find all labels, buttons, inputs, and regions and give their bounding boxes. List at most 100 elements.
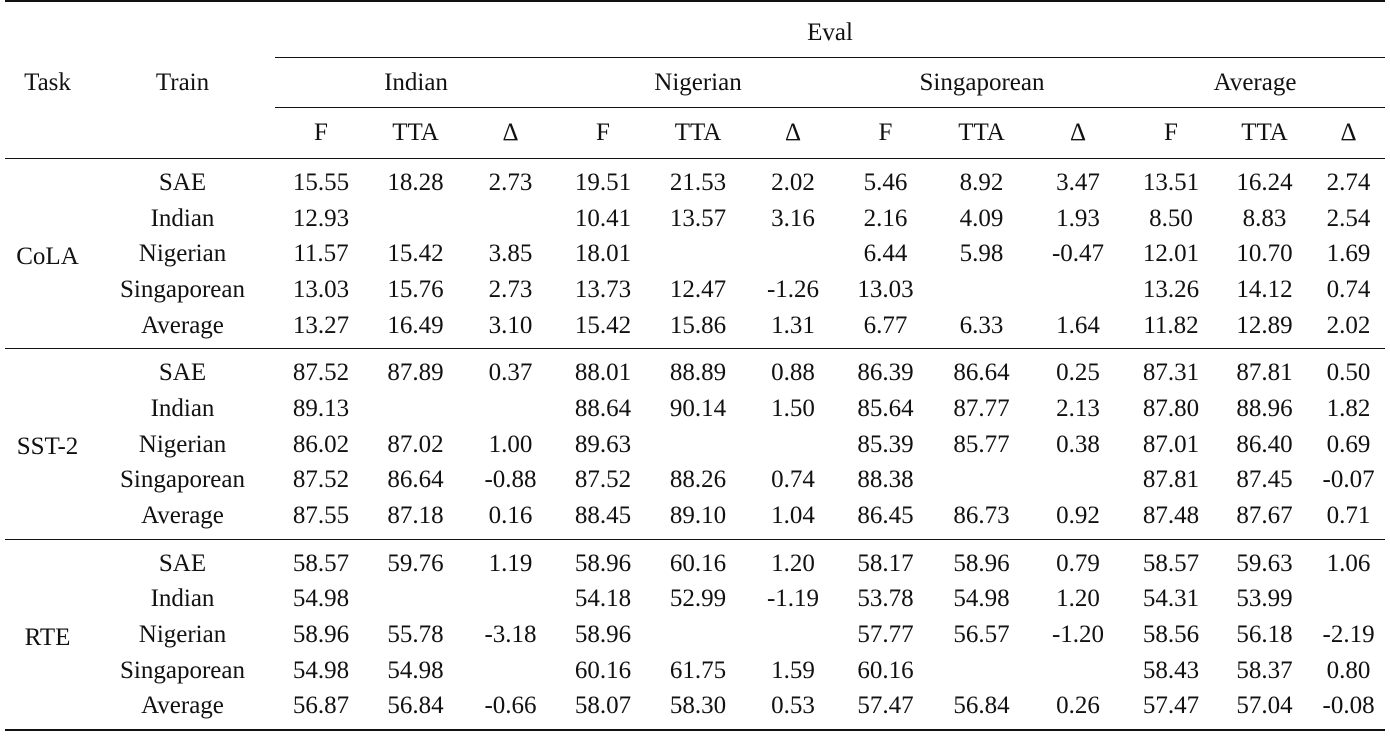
table-row: Indian 12.93 10.41 13.57 3.16 2.16 4.09 1.93 8.5… bbox=[5, 201, 1385, 237]
value-cell: 54.98 bbox=[953, 585, 1010, 613]
value-cell: 87.67 bbox=[1236, 502, 1293, 530]
group-header-nigerian: Nigerian bbox=[557, 58, 839, 108]
value-cell: 15.42 bbox=[574, 311, 632, 339]
value-cell: 18.28 bbox=[367, 157, 464, 201]
value-cell: 88.96 bbox=[1236, 394, 1293, 422]
value-cell: 87.80 bbox=[1142, 394, 1200, 422]
value-cell: -0.07 bbox=[1322, 466, 1375, 494]
value-cell: 15.76 bbox=[387, 275, 444, 303]
subcolumn-header-row: F TTA Δ F TTA Δ F TTA Δ F TTA Δ bbox=[5, 108, 1385, 159]
value-cell: 0.16 bbox=[488, 502, 533, 530]
value-cell: 58.37 bbox=[1236, 656, 1293, 684]
value-cell: 21.53 bbox=[649, 157, 747, 201]
value-cell: 88.01 bbox=[557, 348, 649, 392]
value-cell: 87.52 bbox=[574, 466, 632, 494]
value-cell: -2.19 bbox=[1322, 621, 1375, 649]
value-cell: 58.56 bbox=[1142, 621, 1200, 649]
task-header: Task bbox=[5, 0, 90, 159]
value-cell: 52.99 bbox=[669, 585, 727, 613]
train-label: Indian bbox=[150, 204, 215, 232]
value-cell: 0.74 bbox=[1326, 275, 1371, 303]
subcolumn-header: Δ bbox=[784, 119, 802, 146]
value-cell bbox=[932, 653, 1031, 689]
value-cell: 89.13 bbox=[292, 394, 350, 422]
value-cell: 89.10 bbox=[669, 502, 727, 530]
value-cell: 87.52 bbox=[292, 466, 350, 494]
value-cell: 13.03 bbox=[292, 275, 350, 303]
value-cell: 1.93 bbox=[1056, 204, 1100, 232]
train-label: Singaporean bbox=[120, 656, 245, 684]
value-cell: 3.16 bbox=[771, 204, 815, 232]
subcolumn-header: Δ bbox=[1340, 119, 1357, 146]
value-cell: 57.47 bbox=[839, 688, 932, 732]
value-cell bbox=[367, 582, 464, 618]
value-cell: 85.39 bbox=[857, 430, 914, 458]
value-cell: 0.50 bbox=[1312, 348, 1386, 392]
table-row: Average 56.87 56.84 -0.66 58.07 58.30 0.53 57.4… bbox=[5, 688, 1386, 732]
table-row: Nigerian 58.96 55.78 -3.18 58.96 57.77 56.57 -1… bbox=[5, 617, 1385, 653]
value-cell: 59.76 bbox=[367, 538, 464, 582]
value-cell: 56.87 bbox=[275, 688, 367, 732]
value-cell: 53.99 bbox=[1236, 585, 1293, 613]
value-cell: 86.40 bbox=[1236, 430, 1293, 458]
value-cell: 1.20 bbox=[1056, 585, 1100, 613]
value-cell: 1.64 bbox=[1056, 311, 1100, 339]
value-cell: 13.26 bbox=[1142, 275, 1200, 303]
value-cell: 10.41 bbox=[574, 204, 632, 232]
value-cell: 54.98 bbox=[387, 656, 444, 684]
train-label: Singaporean bbox=[120, 275, 245, 303]
value-cell bbox=[1031, 463, 1125, 499]
value-cell: 87.31 bbox=[1125, 348, 1217, 392]
value-cell: 85.77 bbox=[953, 430, 1010, 458]
table-row: Indian 89.13 88.64 90.14 1.50 85.64 87.77 2.13 8… bbox=[5, 391, 1385, 427]
value-cell: 58.43 bbox=[1142, 656, 1200, 684]
value-cell: 2.02 bbox=[1326, 311, 1371, 339]
value-cell: 87.77 bbox=[953, 394, 1010, 422]
task-name: SST-2 bbox=[5, 348, 90, 540]
value-cell: 60.16 bbox=[857, 656, 914, 684]
value-cell bbox=[932, 272, 1031, 308]
value-cell: 12.93 bbox=[292, 204, 350, 232]
value-cell bbox=[1312, 582, 1385, 618]
value-cell: 87.45 bbox=[1236, 466, 1293, 494]
value-cell: 56.18 bbox=[1236, 621, 1293, 649]
value-cell: 11.82 bbox=[1143, 311, 1199, 339]
value-cell: 15.55 bbox=[275, 157, 367, 201]
value-cell: 13.73 bbox=[574, 275, 632, 303]
value-cell: 58.57 bbox=[275, 538, 367, 582]
subcolumn-header: F bbox=[314, 119, 328, 146]
value-cell: 1.00 bbox=[488, 430, 533, 458]
train-label: SAE bbox=[90, 348, 275, 392]
value-cell: 1.69 bbox=[1326, 240, 1371, 268]
value-cell: 0.88 bbox=[747, 348, 839, 392]
value-cell: 53.78 bbox=[857, 585, 914, 613]
value-cell: 86.39 bbox=[839, 348, 932, 392]
value-cell: 11.57 bbox=[293, 240, 349, 268]
value-cell: 55.78 bbox=[387, 621, 444, 649]
subcolumn-header: Δ bbox=[502, 119, 519, 146]
value-cell bbox=[747, 427, 839, 463]
value-cell: 15.86 bbox=[669, 311, 727, 339]
value-cell: 1.20 bbox=[747, 538, 839, 582]
value-cell: 0.26 bbox=[1031, 688, 1125, 732]
value-cell: 0.92 bbox=[1056, 502, 1100, 530]
value-cell bbox=[1031, 653, 1125, 689]
value-cell: 86.64 bbox=[387, 466, 444, 494]
value-cell: 58.96 bbox=[574, 621, 632, 649]
value-cell: 1.31 bbox=[771, 311, 815, 339]
value-cell: 8.92 bbox=[932, 157, 1031, 201]
value-cell: 87.81 bbox=[1217, 348, 1312, 392]
value-cell: 8.83 bbox=[1242, 204, 1287, 232]
value-cell: 88.45 bbox=[574, 502, 632, 530]
value-cell: 58.57 bbox=[1125, 538, 1217, 582]
subcolumn-header: F bbox=[596, 119, 610, 146]
value-cell: -0.66 bbox=[464, 688, 557, 732]
train-label: Nigerian bbox=[138, 240, 227, 268]
subcolumn-header: TTA bbox=[674, 119, 722, 146]
value-cell: 57.04 bbox=[1217, 688, 1312, 732]
value-cell: 87.81 bbox=[1142, 466, 1200, 494]
table-header: Task Train Eval Indian Nigerian Singapor… bbox=[5, 0, 1386, 159]
task-name: RTE bbox=[5, 538, 90, 732]
value-cell: 0.69 bbox=[1326, 430, 1371, 458]
value-cell: 1.06 bbox=[1312, 538, 1386, 582]
